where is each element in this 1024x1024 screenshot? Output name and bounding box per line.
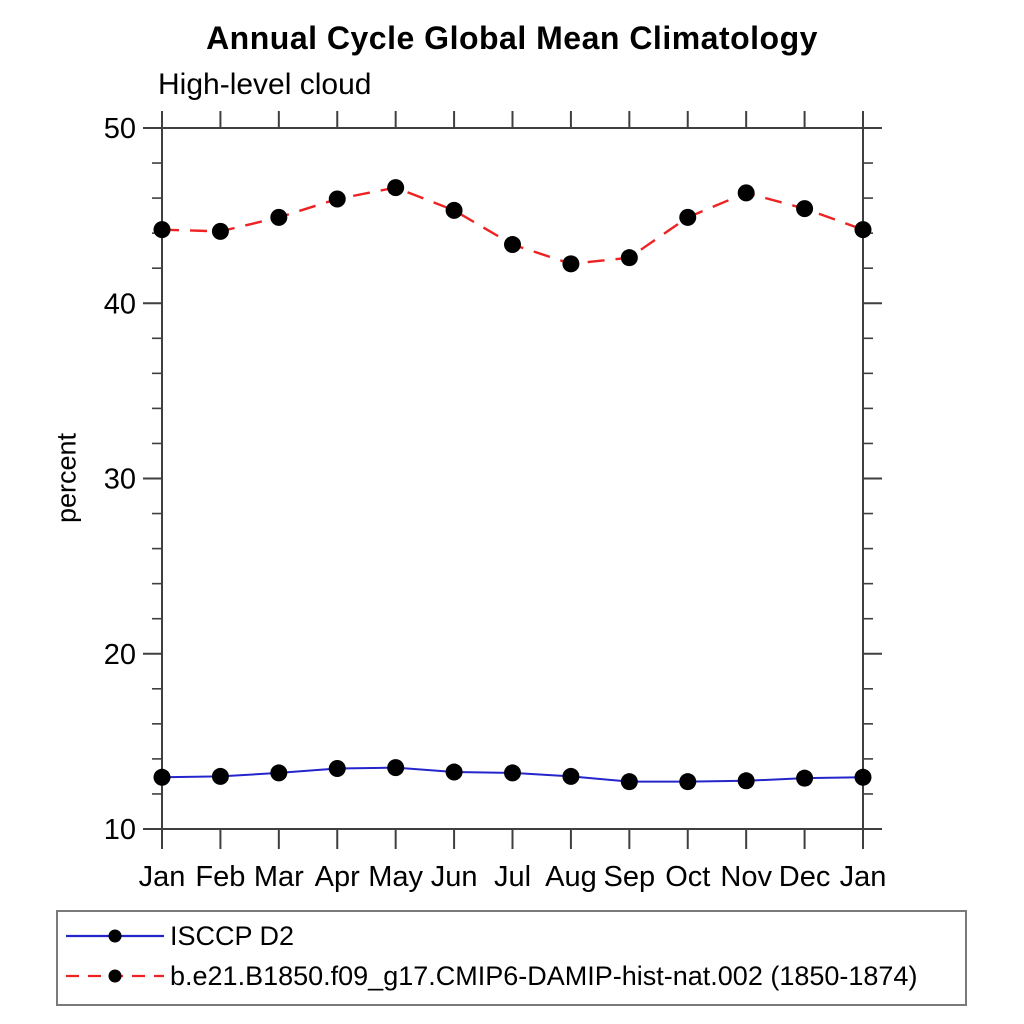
- data-point-marker: [854, 768, 872, 786]
- data-point-marker: [854, 221, 872, 239]
- y-tick-label: 10: [104, 814, 136, 846]
- data-point-marker: [620, 773, 638, 791]
- x-tick-label: Sep: [604, 861, 656, 893]
- data-point-marker: [737, 184, 755, 202]
- legend-label-model-run: b.e21.B1850.f09_g17.CMIP6-DAMIP-hist-nat…: [170, 960, 918, 991]
- data-point-marker: [504, 764, 521, 782]
- data-point-marker: [679, 773, 697, 791]
- x-tick-label: May: [368, 861, 423, 893]
- x-tick-label: Jan: [840, 861, 887, 893]
- y-tick-label: 20: [104, 639, 136, 671]
- data-point-marker: [153, 768, 171, 786]
- legend-sample-solid-line: [66, 929, 164, 943]
- legend-label-isccp-d2: ISCCP D2: [170, 920, 295, 951]
- data-point-marker: [445, 201, 463, 219]
- x-tick-label: Apr: [315, 861, 360, 893]
- chart-title: Annual Cycle Global Mean Climatology: [206, 20, 818, 56]
- data-point-marker: [328, 760, 346, 778]
- data-point-marker: [211, 767, 229, 785]
- x-tick-label: Jul: [494, 861, 531, 893]
- x-tick-label: Nov: [720, 861, 772, 893]
- data-point-marker: [796, 200, 814, 218]
- y-tick-label: 40: [104, 288, 136, 320]
- data-point-marker: [796, 769, 814, 787]
- data-point-marker: [270, 764, 288, 782]
- data-point-marker: [270, 208, 288, 226]
- data-point-marker: [562, 767, 580, 785]
- legend-marker-dot: [108, 929, 122, 943]
- data-point-marker: [387, 759, 405, 777]
- x-tick-label: Jan: [139, 861, 186, 893]
- data-point-marker: [445, 763, 463, 781]
- x-tick-label: Mar: [254, 861, 304, 893]
- data-point-marker: [562, 255, 580, 273]
- x-tick-label: Feb: [195, 861, 245, 893]
- x-tick-label: Dec: [779, 861, 831, 893]
- legend-marker-dot: [108, 969, 122, 983]
- legend-item-model-run: b.e21.B1850.f09_g17.CMIP6-DAMIP-hist-nat…: [58, 956, 965, 996]
- data-point-marker: [679, 208, 697, 226]
- x-tick-label: Jun: [431, 861, 478, 893]
- legend-item-isccp-d2: ISCCP D2: [58, 916, 965, 956]
- plot-frame: [161, 127, 864, 830]
- data-point-marker: [737, 772, 755, 790]
- legend-sample-dashed-line: [66, 969, 164, 983]
- data-point-marker: [211, 222, 229, 240]
- data-point-marker: [387, 179, 405, 197]
- x-tick-label: Aug: [545, 861, 597, 893]
- data-point-marker: [504, 236, 521, 254]
- y-tick-label: 50: [104, 113, 136, 145]
- data-point-marker: [153, 221, 171, 239]
- data-point-marker: [620, 249, 638, 267]
- y-tick-label: 30: [104, 464, 136, 496]
- chart-subtitle: High-level cloud: [158, 68, 372, 101]
- legend-box: ISCCP D2 b.e21.B1850.f09_g17.CMIP6-DAMIP…: [56, 910, 967, 1006]
- x-tick-label: Oct: [665, 861, 710, 893]
- data-point-marker: [328, 190, 346, 208]
